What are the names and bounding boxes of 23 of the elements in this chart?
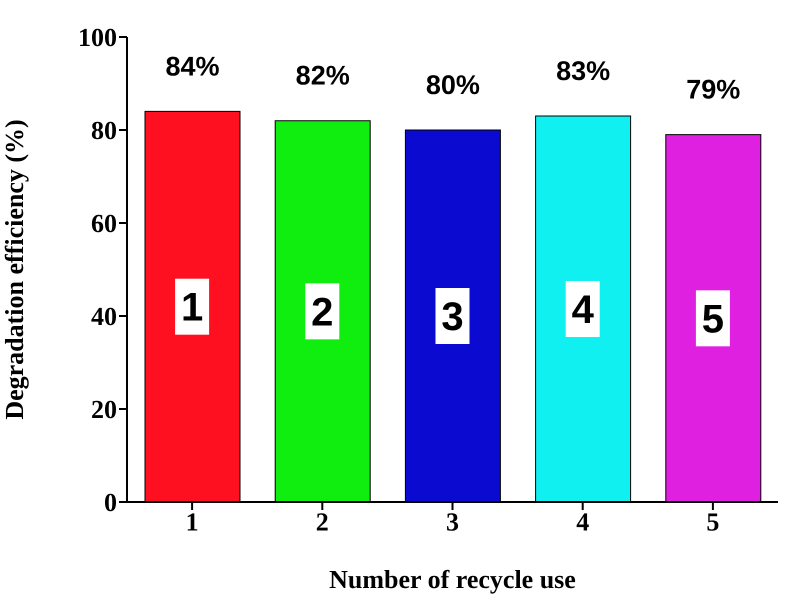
data-label: 84%	[165, 51, 220, 82]
y-tick-label: 100	[78, 23, 117, 52]
y-tick-label: 40	[91, 302, 117, 332]
x-tick-label: 1	[186, 507, 199, 536]
y-tick-label: 20	[91, 395, 117, 424]
y-tick-label: 60	[91, 209, 117, 238]
data-label: 83%	[556, 56, 610, 86]
data-label: 80%	[426, 70, 480, 100]
y-axis-title: Degradation efficiency (%)	[0, 119, 30, 420]
x-tick-label: 2	[316, 507, 329, 536]
data-label: 82%	[296, 60, 350, 91]
annotation: 2	[311, 290, 334, 334]
x-tick-label: 5	[706, 507, 720, 536]
annotation: 5	[702, 297, 724, 342]
x-tick-label: 3	[446, 507, 459, 536]
x-axis-title: Number of recycle use	[329, 565, 576, 594]
annotation: 1	[180, 286, 204, 330]
data-label: 79%	[686, 74, 740, 105]
annotation: 4	[572, 288, 595, 332]
y-tick-label: 0	[104, 488, 117, 518]
y-tick-label: 80	[91, 116, 117, 146]
x-tick-label: 4	[576, 507, 590, 536]
annotation: 3	[441, 295, 464, 339]
